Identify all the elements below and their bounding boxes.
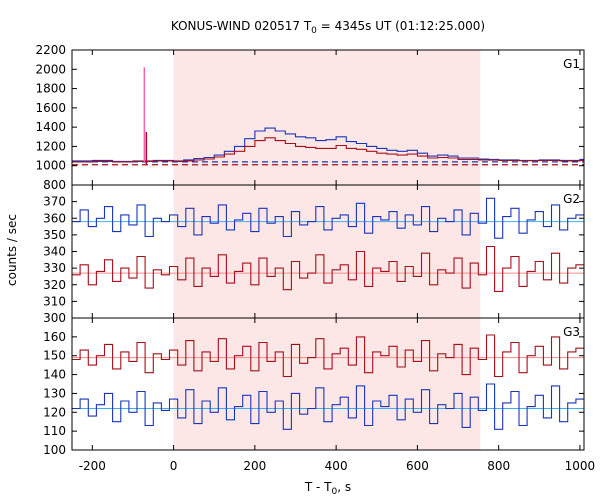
series-red-g2 [72,245,584,292]
series-blue-g3 [72,383,584,430]
y-tick-label: 1800 [35,82,66,96]
y-tick-label: 330 [43,261,66,275]
y-tick-label: 370 [43,195,66,209]
panel-label-g3: G3 [563,325,580,339]
y-tick-label: 150 [43,349,66,363]
y-axis-label: counts / sec [5,214,19,286]
y-tick-label: 2000 [35,62,66,76]
series-red-g3 [72,334,584,378]
highlight-band [173,50,481,185]
y-tick-label: 100 [43,443,66,457]
series-blue-g1 [72,127,584,162]
chart-title: KONUS-WIND 020517 T0 = 4345s UT (01:12:2… [171,19,485,36]
y-tick-label: 320 [43,278,66,292]
x-tick-label: 1000 [565,459,596,473]
y-tick-label: 140 [43,368,66,382]
y-tick-label: 120 [43,405,66,419]
y-tick-label: 2200 [35,43,66,57]
y-tick-label: 1000 [35,159,66,173]
y-tick-label: 300 [43,311,66,325]
x-tick-label: 600 [406,459,429,473]
highlight-band [173,318,481,450]
y-tick-label: 360 [43,211,66,225]
panel-label-g1: G1 [563,57,580,71]
panels-group: 8001000120014001600180020002200G13003103… [35,43,595,473]
y-tick-label: 1400 [35,120,66,134]
x-tick-label: 0 [170,459,178,473]
x-tick-label: -200 [79,459,106,473]
y-tick-label: 130 [43,386,66,400]
x-tick-label: 400 [325,459,348,473]
y-tick-label: 1600 [35,101,66,115]
panel-frame [71,317,585,451]
panel-label-g2: G2 [563,192,580,206]
series-blue-g2 [72,197,584,239]
y-tick-label: 310 [43,294,66,308]
y-tick-label: 350 [43,228,66,242]
x-tick-label: 800 [487,459,510,473]
y-tick-label: 160 [43,330,66,344]
y-tick-label: 340 [43,245,66,259]
y-tick-label: 800 [43,178,66,192]
y-tick-label: 1200 [35,139,66,153]
x-tick-label: 200 [243,459,266,473]
series-red-g1 [72,137,584,163]
y-tick-label: 110 [43,424,66,438]
x-axis-label: T - T0, s [304,480,351,497]
